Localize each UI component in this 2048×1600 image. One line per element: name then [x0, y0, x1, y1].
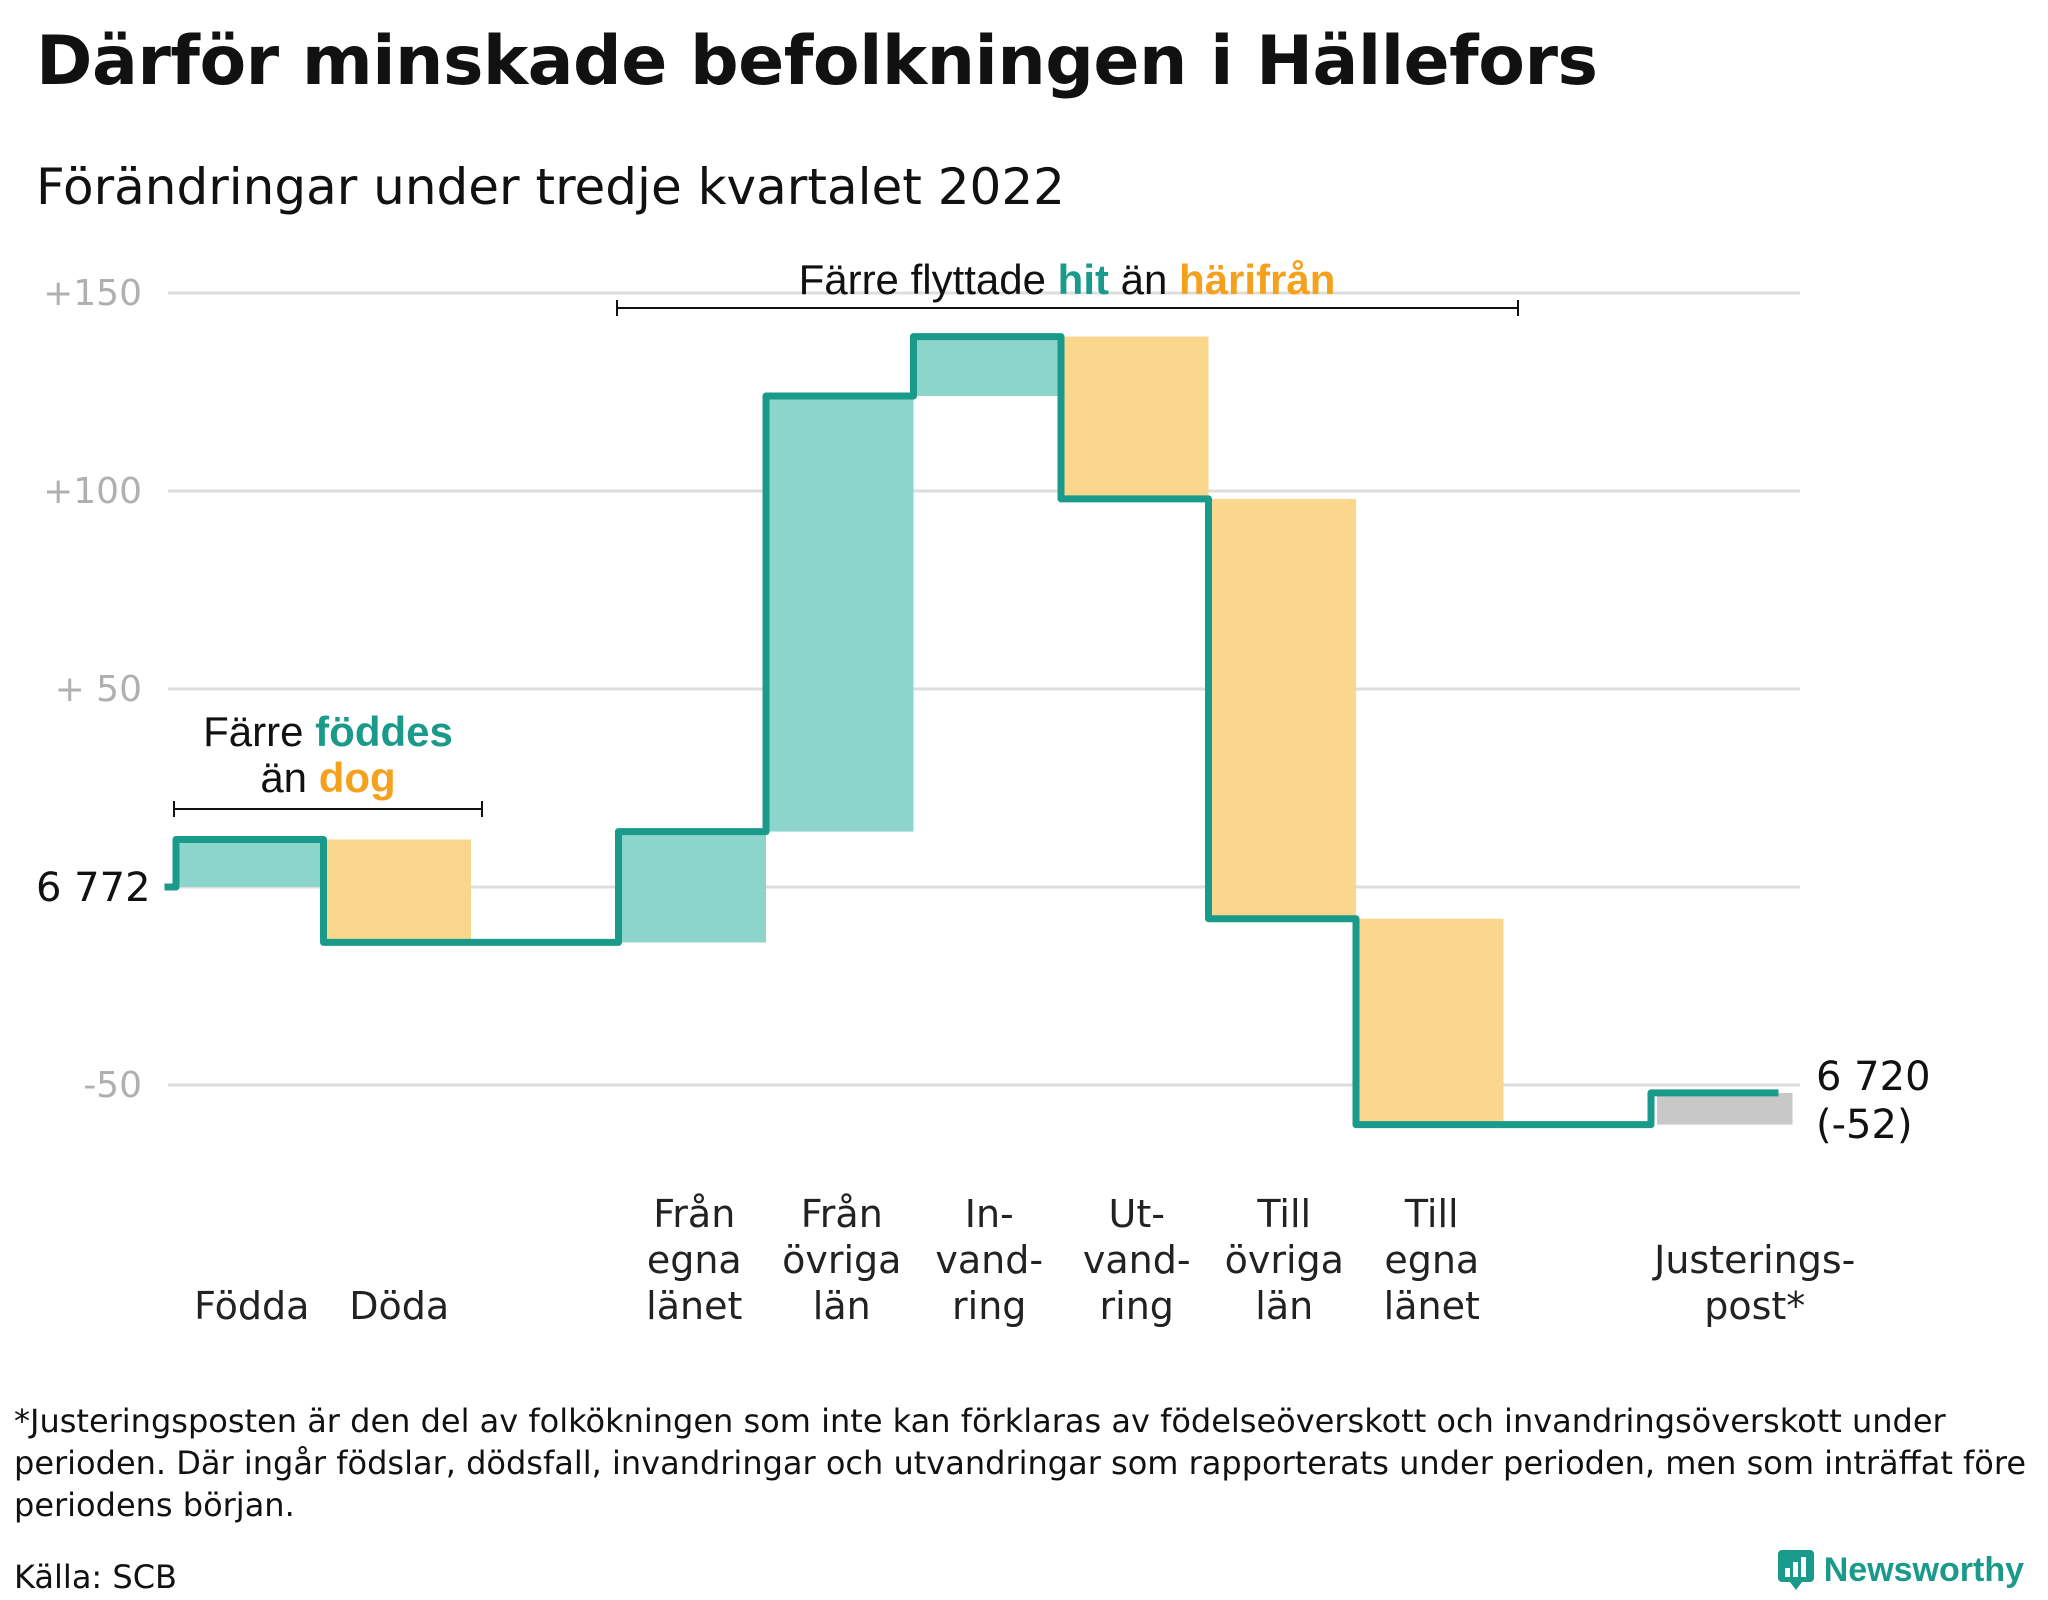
migration-annotation: Färre flyttade hit än härifrån — [799, 256, 1336, 303]
y-tick-label-3: -50 — [83, 1065, 142, 1106]
category-label-5-2: ring — [952, 1284, 1026, 1328]
y-tick-labels: +150 +100 + 50 -50 — [43, 273, 142, 1106]
brand-logo: Newsworthy — [1776, 1548, 2024, 1592]
chart-title: Därför minskade befolkningen i Hällefors — [36, 22, 1598, 101]
end-change-label: (-52) — [1816, 1102, 1913, 1148]
births-highlight: föddes — [315, 708, 453, 755]
category-label-6-1: vand- — [1083, 1238, 1191, 1282]
category-label-4-1: övriga — [782, 1238, 901, 1282]
bar-6 — [1061, 336, 1209, 499]
hit-highlight: hit — [1058, 256, 1109, 303]
category-labels: Födda DödaFrånegnalänetFrånövrigalänIn-va… — [194, 1192, 1855, 1328]
category-label-7-0: Till — [1256, 1192, 1311, 1236]
bar-3 — [618, 831, 766, 943]
category-label-3-2: länet — [646, 1284, 742, 1328]
category-label-6-0: Ut- — [1109, 1192, 1165, 1236]
bar-0 — [176, 839, 324, 887]
harifran-highlight: härifrån — [1179, 256, 1335, 303]
bar-4 — [766, 395, 914, 832]
births-annotation-line1: Färre föddes — [203, 708, 453, 755]
bar-5 — [913, 336, 1061, 396]
y-tick-label-2: + 50 — [55, 669, 142, 710]
cumulative-step-line — [164, 333, 1779, 1129]
bar-10 — [1657, 1092, 1793, 1125]
category-label-0-0: Födda — [194, 1284, 309, 1328]
deaths-highlight: dog — [319, 754, 396, 801]
waterfall-chart: +150+100+ 50-50 Födda DödaFrånegnalänetFr… — [36, 256, 1931, 1328]
y-tick-label-0: +150 — [43, 273, 142, 314]
category-label-5-1: vand- — [935, 1238, 1043, 1282]
category-label-4-0: Från — [801, 1192, 883, 1236]
step-line — [164, 333, 1779, 1129]
category-label-1-0: Döda — [349, 1284, 449, 1328]
category-label-10-1: post* — [1704, 1284, 1805, 1328]
newsworthy-logo-icon — [1777, 1550, 1814, 1590]
category-label-7-1: övriga — [1225, 1238, 1344, 1282]
category-label-6-2: ring — [1100, 1284, 1174, 1328]
end-value-label: 6 720 — [1816, 1054, 1931, 1100]
category-label-8-1: egna — [1384, 1238, 1479, 1282]
category-label-10-0: Justerings- — [1652, 1238, 1855, 1282]
grid-lines — [168, 291, 1800, 1087]
category-label-4-2: län — [813, 1284, 871, 1328]
y-tick-label-1: +100 — [43, 471, 142, 512]
category-label-8-0: Till — [1404, 1192, 1459, 1236]
category-label-3-1: egna — [647, 1238, 742, 1282]
bars — [176, 336, 1793, 1125]
start-value-label: 6 772 — [36, 865, 151, 911]
bar-8 — [1356, 918, 1504, 1125]
footnote: *Justeringsposten är den del av folkökni… — [14, 1402, 2027, 1524]
source-label: Källa: SCB — [14, 1558, 177, 1596]
chart-subtitle: Förändringar under tredje kvartalet 2022 — [36, 158, 1065, 216]
brand-name: Newsworthy — [1823, 1550, 2024, 1589]
category-label-7-2: län — [1255, 1284, 1313, 1328]
bar-7 — [1208, 498, 1356, 919]
category-label-5-0: In- — [965, 1192, 1014, 1236]
births-annotation-line2: än dog — [260, 754, 395, 801]
bar-1 — [323, 839, 471, 943]
category-label-8-2: länet — [1384, 1284, 1480, 1328]
annotations: Färre föddes än dog Färre flyttade hit ä… — [173, 256, 1519, 817]
category-label-3-0: Från — [653, 1192, 735, 1236]
